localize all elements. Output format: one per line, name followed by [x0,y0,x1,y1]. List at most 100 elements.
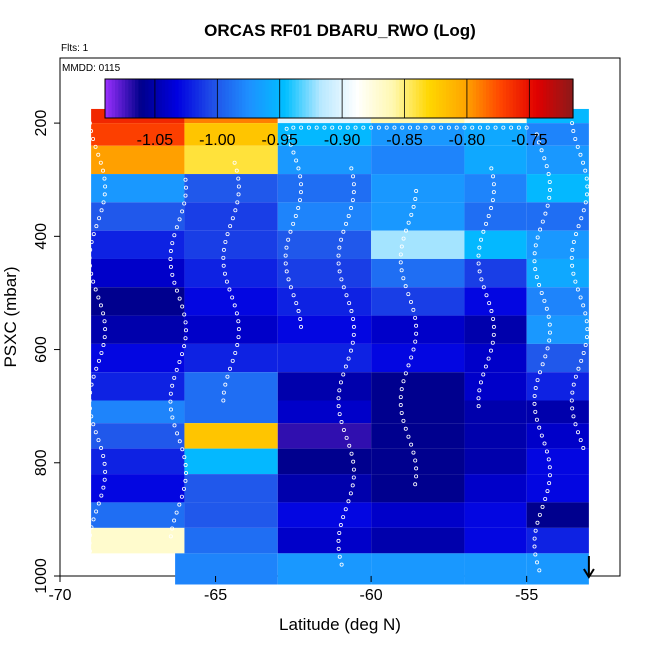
track-point [534,417,539,422]
track-point [399,244,404,249]
track-point [535,520,540,525]
track-point [583,200,588,205]
track-point [338,523,343,528]
heatmap-cell [277,372,372,401]
heatmap-cell [371,287,465,316]
track-point [180,304,185,309]
track-point [228,366,233,371]
track-point [88,390,93,395]
track-point [344,293,349,298]
track-point [299,125,304,130]
colorbar-segment [425,79,430,118]
track-point [392,125,397,130]
heatmap-cell [277,230,372,259]
track-point [401,418,406,423]
heatmap-cell [526,258,589,288]
track-point [539,433,544,438]
heatmap-cell [277,502,372,528]
track-point [96,295,101,300]
track-point [233,208,238,213]
track-point [411,307,416,312]
track-point [403,228,408,233]
track-point [547,322,552,327]
colorbar-segment [158,79,163,118]
colorbar-segment [529,79,534,118]
track-point [94,224,99,229]
track-point [221,247,226,252]
heatmap-cell [184,400,278,424]
track-point [298,174,303,179]
heatmap-cell [464,174,527,203]
track-point [298,190,303,195]
track-point [180,209,185,214]
colorbar-segment [238,79,243,118]
colorbar-segment [335,79,340,118]
track-point [91,279,96,284]
track-point [221,398,226,403]
colorbar-segment [198,79,203,118]
colorbar-frame [104,78,574,119]
track-point [384,125,389,130]
track-point [336,253,341,258]
track-point [413,196,418,201]
track-point [96,152,101,157]
track-point [583,168,588,173]
x-axis-label: Latitude (deg N) [279,615,401,634]
heatmap-cell [464,123,527,146]
track-point [291,150,296,155]
track-point [490,340,495,345]
track-point [413,339,418,344]
heatmap-cell [371,448,465,475]
heatmap-cell [277,315,372,344]
track-point [535,235,540,240]
track-point [96,358,101,363]
track-point [351,190,356,195]
track-point [343,507,348,512]
track-point [570,263,575,268]
track-point [351,332,356,337]
track-point [179,494,184,499]
track-point [341,372,346,377]
colorbar-segment [265,79,270,118]
track-point [533,552,538,557]
colorbar-segment [412,79,417,118]
colorbar-segment [382,79,387,118]
colorbar-segment [556,79,561,118]
track-point [398,260,403,265]
track-point [338,380,343,385]
track-point [407,125,412,130]
colorbar-segment [282,79,287,118]
track-point [168,407,173,412]
track-point [172,280,177,285]
colorbar-segment [365,79,370,118]
heatmap-cell [91,174,185,203]
track-point [168,264,173,269]
track-point [544,306,549,311]
track-point [182,201,187,206]
track-point [172,375,177,380]
track-point [337,530,342,535]
heatmap-cell [277,553,372,585]
track-point [401,276,406,281]
track-point [361,125,366,130]
heatmap-cell [91,145,185,175]
track-point [583,343,588,348]
colorbar-segment [559,79,564,118]
track-point [89,414,94,419]
track-point [183,470,188,475]
track-point [344,221,349,226]
colorbar-segment [452,79,457,118]
track-point [174,510,179,515]
heatmap-cell [464,343,527,373]
track-point [174,288,179,293]
track-point [584,319,589,324]
flights-note: Flts: 1 [61,43,89,54]
track-point [535,560,540,565]
track-point [491,324,496,329]
colorbar-tick-label: -0.95 [261,132,298,149]
track-point [224,279,229,284]
colorbar-segment [168,79,173,118]
track-point [491,190,496,195]
track-point [546,457,551,462]
colorbar-segment [295,79,300,118]
